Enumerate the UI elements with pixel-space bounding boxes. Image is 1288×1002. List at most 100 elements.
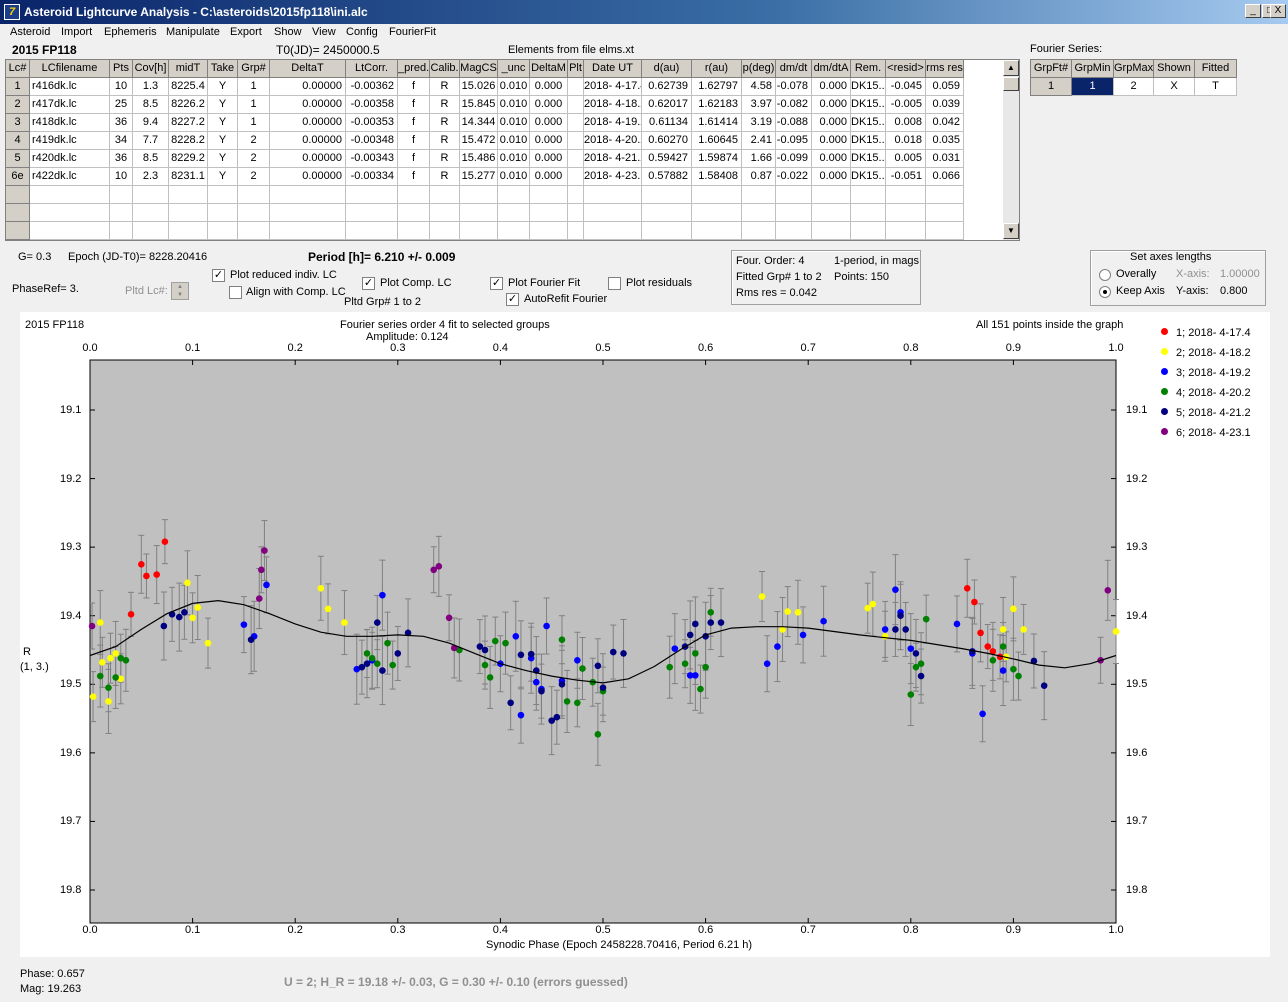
table-cell[interactable]: f: [398, 132, 430, 150]
row-header[interactable]: [6, 186, 30, 204]
table-cell[interactable]: 1.62183: [692, 96, 742, 114]
table-cell[interactable]: 0.00000: [270, 132, 346, 150]
menu-fourierfit[interactable]: FourierFit: [389, 26, 437, 38]
table-cell[interactable]: 10: [110, 78, 133, 96]
table-cell[interactable]: 2018- 4-20.2: [584, 132, 642, 150]
table-cell[interactable]: 8231.1: [169, 168, 208, 186]
fourier-cell[interactable]: 1: [1031, 78, 1072, 96]
table-cell[interactable]: 1.59874: [692, 150, 742, 168]
table-cell[interactable]: [270, 186, 346, 204]
table-cell[interactable]: [208, 186, 238, 204]
table-cell[interactable]: DK15...: [851, 168, 886, 186]
table-cell[interactable]: [110, 204, 133, 222]
table-cell[interactable]: 0.00000: [270, 114, 346, 132]
column-header[interactable]: Take: [208, 60, 238, 78]
table-cell[interactable]: 1.66: [742, 150, 776, 168]
column-header[interactable]: Rem.: [851, 60, 886, 78]
table-cell[interactable]: r416dk.lc: [30, 78, 110, 96]
table-cell[interactable]: 0.00000: [270, 150, 346, 168]
table-cell[interactable]: [270, 222, 346, 240]
table-cell[interactable]: 0.018: [886, 132, 926, 150]
column-header[interactable]: r(au): [692, 60, 742, 78]
table-cell[interactable]: 8.5: [133, 96, 169, 114]
table-cell[interactable]: 2: [238, 150, 270, 168]
table-cell[interactable]: 2.41: [742, 132, 776, 150]
table-cell[interactable]: 0.62739: [642, 78, 692, 96]
table-cell[interactable]: 34: [110, 132, 133, 150]
table-cell[interactable]: DK15...: [851, 132, 886, 150]
scroll-up-icon[interactable]: ▲: [1003, 60, 1019, 76]
table-cell[interactable]: 14.344: [460, 114, 498, 132]
table-cell[interactable]: 2018- 4-18.2: [584, 96, 642, 114]
table-cell[interactable]: 8229.2: [169, 150, 208, 168]
table-cell[interactable]: -0.045: [886, 78, 926, 96]
table-cell[interactable]: 1: [238, 96, 270, 114]
table-cell[interactable]: r419dk.lc: [30, 132, 110, 150]
table-cell[interactable]: 0.010: [498, 78, 530, 96]
column-header[interactable]: midT: [169, 60, 208, 78]
column-header[interactable]: DeltaT: [270, 60, 346, 78]
table-cell[interactable]: 0.000: [812, 78, 851, 96]
table-cell[interactable]: 0.59427: [642, 150, 692, 168]
table-cell[interactable]: Y: [208, 114, 238, 132]
table-cell[interactable]: [568, 132, 584, 150]
table-cell[interactable]: [460, 204, 498, 222]
column-header[interactable]: Pts: [110, 60, 133, 78]
table-cell[interactable]: 3.19: [742, 114, 776, 132]
table-cell[interactable]: R: [430, 96, 460, 114]
table-cell[interactable]: -0.00334: [346, 168, 398, 186]
table-cell[interactable]: [851, 186, 886, 204]
close-button[interactable]: X: [1270, 4, 1286, 18]
table-cell[interactable]: 8228.2: [169, 132, 208, 150]
table-cell[interactable]: [430, 204, 460, 222]
table-cell[interactable]: [238, 204, 270, 222]
table-cell[interactable]: [238, 186, 270, 204]
fourier-column-header[interactable]: GrpMax: [1114, 60, 1154, 78]
table-cell[interactable]: [584, 222, 642, 240]
table-cell[interactable]: DK15...: [851, 150, 886, 168]
column-header[interactable]: Calib.: [430, 60, 460, 78]
table-cell[interactable]: [430, 186, 460, 204]
table-cell[interactable]: f: [398, 168, 430, 186]
table-cell[interactable]: [208, 222, 238, 240]
table-cell[interactable]: [851, 222, 886, 240]
column-header[interactable]: MagCS: [460, 60, 498, 78]
table-cell[interactable]: [812, 222, 851, 240]
table-cell[interactable]: 0.008: [886, 114, 926, 132]
table-cell[interactable]: 0.62017: [642, 96, 692, 114]
fourier-cell[interactable]: 2: [1114, 78, 1154, 96]
menu-manipulate[interactable]: Manipulate: [166, 26, 220, 38]
fourier-cell[interactable]: 1: [1072, 78, 1114, 96]
table-cell[interactable]: [642, 222, 692, 240]
overally-radio[interactable]: [1099, 269, 1111, 281]
table-cell[interactable]: 1.61414: [692, 114, 742, 132]
table-cell[interactable]: 15.472: [460, 132, 498, 150]
plot-residuals-checkbox[interactable]: [608, 277, 621, 290]
table-cell[interactable]: 15.026: [460, 78, 498, 96]
table-cell[interactable]: 0.000: [812, 96, 851, 114]
table-cell[interactable]: Y: [208, 150, 238, 168]
table-cell[interactable]: [208, 204, 238, 222]
table-cell[interactable]: r422dk.lc: [30, 168, 110, 186]
table-cell[interactable]: [776, 186, 812, 204]
table-cell[interactable]: [776, 222, 812, 240]
column-header[interactable]: DeltaM: [530, 60, 568, 78]
table-cell[interactable]: R: [430, 78, 460, 96]
table-cell[interactable]: 0.031: [926, 150, 964, 168]
table-cell[interactable]: [169, 186, 208, 204]
fourier-cell[interactable]: T: [1195, 78, 1237, 96]
menu-show[interactable]: Show: [274, 26, 302, 38]
row-header[interactable]: 4: [6, 132, 30, 150]
table-cell[interactable]: 25: [110, 96, 133, 114]
table-cell[interactable]: 2018- 4-21.2: [584, 150, 642, 168]
table-cell[interactable]: 1.62797: [692, 78, 742, 96]
table-cell[interactable]: [568, 96, 584, 114]
table-cell[interactable]: 0.000: [530, 96, 568, 114]
table-cell[interactable]: [886, 222, 926, 240]
table-cell[interactable]: 10: [110, 168, 133, 186]
column-header[interactable]: p(deg): [742, 60, 776, 78]
table-cell[interactable]: -0.00348: [346, 132, 398, 150]
table-cell[interactable]: Y: [208, 132, 238, 150]
autorefit-checkbox[interactable]: ✓: [506, 293, 519, 306]
table-cell[interactable]: r417dk.lc: [30, 96, 110, 114]
